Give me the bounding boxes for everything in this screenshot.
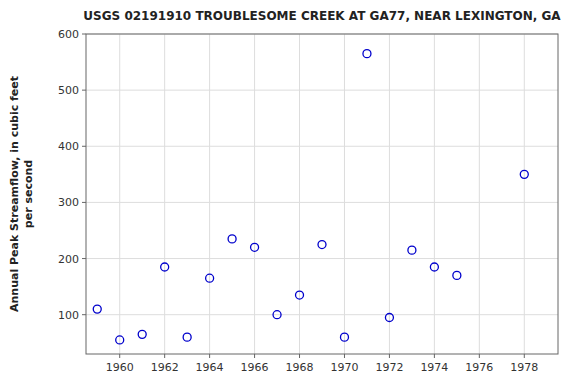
x-tick-label: 1968 [286, 361, 314, 374]
y-tick [82, 146, 86, 147]
y-tick-label: 600 [58, 28, 79, 41]
x-grid-line [434, 34, 435, 354]
x-grid-line [119, 34, 120, 354]
x-tick [164, 354, 165, 358]
point [138, 330, 146, 338]
x-grid-line [389, 34, 390, 354]
point [430, 263, 438, 271]
y-tick [82, 34, 86, 35]
x-tick-label: 1962 [151, 361, 179, 374]
x-tick [344, 354, 345, 358]
y-tick [82, 258, 86, 259]
x-tick-label: 1972 [375, 361, 403, 374]
y-grid-line [86, 202, 558, 203]
x-tick [254, 354, 255, 358]
x-tick-label: 1976 [465, 361, 493, 374]
x-tick-label: 1964 [196, 361, 224, 374]
point [296, 291, 304, 299]
point [318, 241, 326, 249]
y-tick-label: 300 [58, 196, 79, 209]
point [385, 314, 393, 322]
x-tick [434, 354, 435, 358]
y-tick [82, 202, 86, 203]
x-tick-label: 1978 [510, 361, 538, 374]
y-axis-label-line: per second [22, 160, 35, 228]
point [251, 243, 259, 251]
y-tick-label: 200 [58, 253, 79, 266]
y-axis-label: Annual Peak Streamflow, in cubic feetper… [8, 76, 35, 312]
x-grid-line [209, 34, 210, 354]
points [93, 50, 528, 344]
x-grid-line [524, 34, 525, 354]
y-tick-label: 400 [58, 140, 79, 153]
y-tick-label: 100 [58, 309, 79, 322]
x-tick [299, 354, 300, 358]
x-grid-line [479, 34, 480, 354]
point [93, 305, 101, 313]
x-tick-label: 1960 [106, 361, 134, 374]
y-axis-label-line: Annual Peak Streamflow, in cubic feet [8, 76, 21, 312]
x-grid-line [254, 34, 255, 354]
chart: 1960 1962 1964 1966 1968 1970 1972 1974 1976 1978… [0, 0, 576, 384]
point [183, 333, 191, 341]
background [0, 0, 576, 384]
point [340, 333, 348, 341]
plot-frame [86, 34, 558, 354]
x-tick [209, 354, 210, 358]
x-tick [479, 354, 480, 358]
chart-container: 1960 1962 1964 1966 1968 1970 1972 1974 1976 1978… [0, 0, 576, 384]
axes: 1960 1962 1964 1966 1968 1970 1972 1974 1976 1978… [58, 28, 538, 374]
x-grid-line [299, 34, 300, 354]
x-grid-line [164, 34, 165, 354]
point [206, 274, 214, 282]
point [116, 336, 124, 344]
point [363, 50, 371, 58]
x-grid-line [344, 34, 345, 354]
y-tick [82, 314, 86, 315]
x-tick [119, 354, 120, 358]
point [453, 271, 461, 279]
x-tick-label: 1970 [330, 361, 358, 374]
y-grid-line [86, 314, 558, 315]
grid [86, 34, 558, 354]
y-grid-line [86, 258, 558, 259]
point [273, 311, 281, 319]
x-tick-label: 1974 [420, 361, 448, 374]
y-grid-line [86, 146, 558, 147]
point [520, 170, 528, 178]
point [408, 246, 416, 254]
x-tick [524, 354, 525, 358]
y-tick [82, 90, 86, 91]
x-tick-label: 1966 [241, 361, 269, 374]
title: USGS 02191910 TROUBLESOME CREEK AT GA77,… [83, 9, 561, 23]
y-grid-line [86, 90, 558, 91]
x-tick [389, 354, 390, 358]
point [228, 235, 236, 243]
y-tick-label: 500 [58, 84, 79, 97]
point [161, 263, 169, 271]
